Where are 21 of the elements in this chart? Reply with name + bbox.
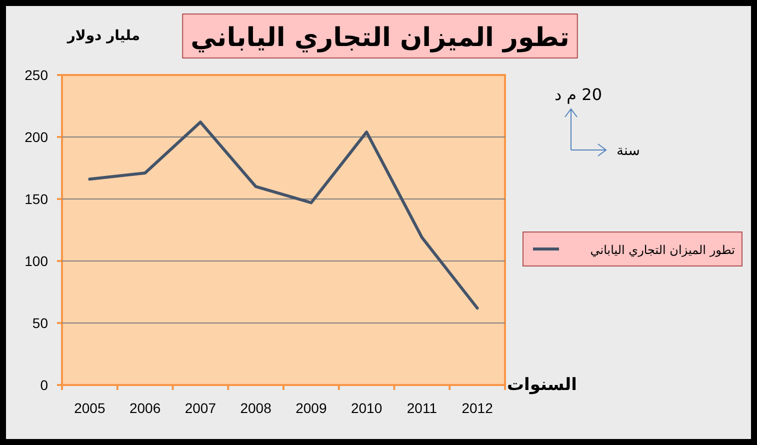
text: 20 م د [554,85,602,104]
x-tick-label: 2005 [74,400,106,416]
y-tick-label: 150 [24,191,48,207]
x-tick-label: 2007 [184,400,216,416]
text: تطور الميزان التجاري الياباني [590,243,735,257]
x-tick-label: 2011 [406,400,438,416]
text: سنة [616,143,640,159]
x-tick-label: 2010 [350,400,382,416]
y-tick-label: 50 [32,315,48,331]
y-tick-label: 100 [24,253,48,269]
y-tick-label: 200 [24,129,48,145]
chart-title: تطور الميزان التجاري الياباني [190,23,570,53]
y-tick-label: 0 [40,377,48,393]
x-tick-label: 2012 [462,400,494,416]
x-tick-label: 2009 [296,400,327,416]
x-tick-label: 2006 [129,400,161,416]
x-tick-label: 2008 [240,400,272,416]
line-series [88,120,479,310]
x-axis-title: السنوات [506,375,577,395]
y-axis-title: مليار دولار [66,28,140,44]
y-tick-label: 250 [24,67,48,83]
